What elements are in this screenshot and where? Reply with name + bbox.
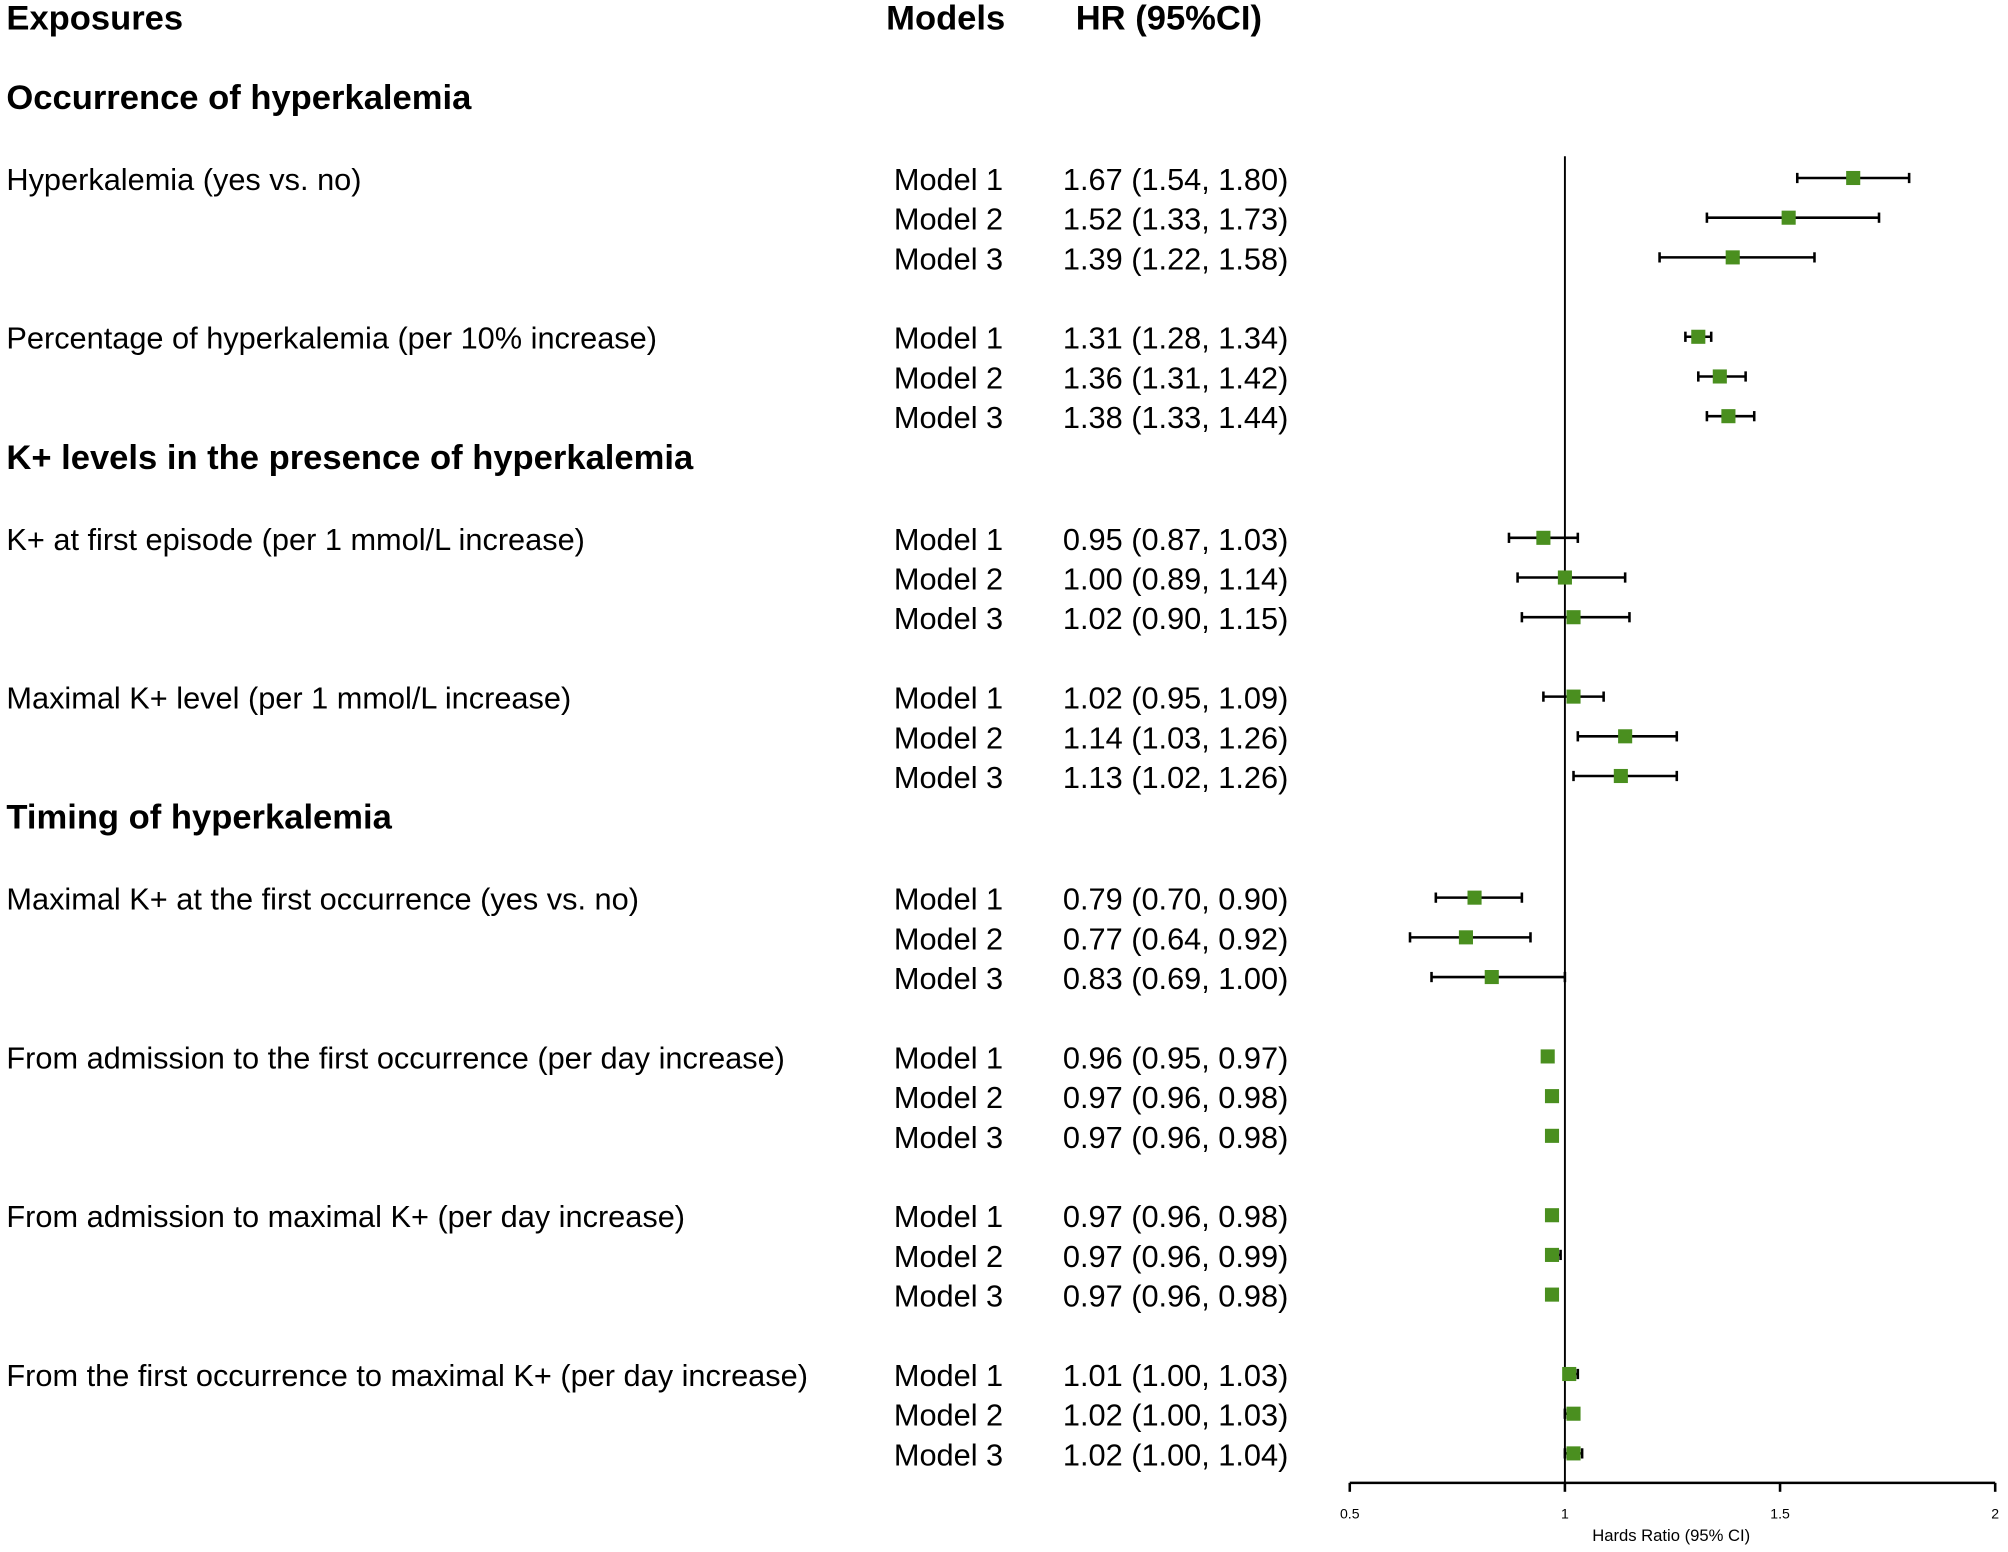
hr-text: 0.77 (0.64, 0.92) [1063,921,1288,956]
model-name: Model 1 [894,522,1003,557]
point-estimate [1781,210,1796,225]
hr-text: 1.39 (1.22, 1.58) [1063,241,1288,276]
model-name: Model 1 [894,321,1003,356]
hr-text: 1.01 (1.00, 1.03) [1063,1358,1288,1393]
point-estimate [1544,1287,1560,1302]
point-estimate [1540,1049,1555,1064]
hr-text: 0.83 (0.69, 1.00) [1063,961,1288,996]
exposure-label: K+ at first episode (per 1 mmol/L increa… [6,522,585,557]
model-name: Model 3 [894,1120,1003,1155]
point-estimate [1544,1208,1560,1223]
hr-text: 0.79 (0.70, 0.90) [1063,882,1288,917]
exposure-label: From the first occurrence to maximal K+ … [6,1358,808,1393]
hr-text: 1.02 (0.90, 1.15) [1063,601,1288,636]
hr-text: 0.97 (0.96, 0.98) [1063,1279,1288,1314]
model-name: Model 2 [894,1398,1003,1433]
point-estimate [1566,610,1581,625]
model-name: Model 3 [894,1279,1003,1314]
hr-text: 0.97 (0.96, 0.98) [1063,1120,1288,1155]
exposure-label: From admission to the first occurrence (… [6,1040,785,1075]
model-name: Model 3 [894,961,1003,996]
model-name: Model 3 [894,241,1003,276]
hr-text: 1.67 (1.54, 1.80) [1063,162,1288,197]
hr-text: 1.38 (1.33, 1.44) [1063,400,1288,435]
hr-text: 0.97 (0.96, 0.99) [1063,1239,1288,1274]
hr-text: 0.96 (0.95, 0.97) [1063,1040,1288,1075]
point-estimate [1544,1247,1560,1262]
point-estimate [1467,890,1482,905]
hr-text: 1.31 (1.28, 1.34) [1063,321,1288,356]
point-estimate [1721,409,1736,424]
hr-text: 0.97 (0.96, 0.98) [1063,1080,1288,1115]
x-axis-label: Hards Ratio (95% CI) [1592,1526,1750,1545]
hr-text: 1.00 (0.89, 1.14) [1063,561,1288,596]
header-exposures: Exposures [6,0,183,38]
model-name: Model 1 [894,882,1003,917]
hr-text: 0.97 (0.96, 0.98) [1063,1199,1288,1234]
x-tick-label: 2 [1991,1506,1999,1522]
point-estimate [1566,1406,1581,1421]
point-estimate [1557,570,1572,585]
model-name: Model 1 [894,1040,1003,1075]
point-estimate [1712,369,1727,384]
point-estimate [1544,1089,1560,1104]
exposure-label: Hyperkalemia (yes vs. no) [6,162,361,197]
model-name: Model 1 [894,1199,1003,1234]
model-name: Model 1 [894,162,1003,197]
point-estimate [1846,170,1861,186]
point-estimate [1536,530,1551,545]
header-models: Models [886,0,1005,38]
point-estimate [1613,768,1628,784]
model-name: Model 2 [894,561,1003,596]
model-name: Model 2 [894,1080,1003,1115]
point-estimate [1566,689,1581,704]
point-estimate [1725,250,1740,265]
hr-text: 0.95 (0.87, 1.03) [1063,522,1288,557]
exposure-label: Percentage of hyperkalemia (per 10% incr… [6,321,657,356]
point-estimate [1484,970,1499,985]
model-name: Model 2 [894,720,1003,755]
exposure-label: Maximal K+ at the first occurrence (yes … [6,882,639,917]
point-estimate [1562,1366,1577,1382]
x-tick-label: 1 [1561,1506,1569,1522]
model-name: Model 2 [894,202,1003,237]
model-name: Model 2 [894,921,1003,956]
point-estimate [1691,329,1706,344]
hr-text: 1.02 (0.95, 1.09) [1063,681,1288,716]
section-title: K+ levels in the presence of hyperkalemi… [6,439,694,477]
model-name: Model 1 [894,1358,1003,1393]
model-name: Model 2 [894,360,1003,395]
model-name: Model 3 [894,400,1003,435]
x-tick-label: 0.5 [1340,1506,1360,1522]
point-estimate [1618,729,1633,744]
section-title: Occurrence of hyperkalemia [6,79,472,117]
exposure-label: Maximal K+ level (per 1 mmol/L increase) [6,681,571,716]
point-estimate [1566,1446,1581,1461]
model-name: Model 1 [894,681,1003,716]
model-name: Model 3 [894,601,1003,636]
model-name: Model 2 [894,1239,1003,1274]
hr-text: 1.52 (1.33, 1.73) [1063,202,1288,237]
model-name: Model 3 [894,1437,1003,1472]
section-title: Timing of hyperkalemia [6,799,392,837]
hr-text: 1.14 (1.03, 1.26) [1063,720,1288,755]
hr-text: 1.02 (1.00, 1.04) [1063,1437,1288,1472]
exposure-label: From admission to maximal K+ (per day in… [6,1199,685,1234]
point-estimate [1544,1128,1560,1143]
hr-text: 1.13 (1.02, 1.26) [1063,760,1288,795]
hr-text: 1.02 (1.00, 1.03) [1063,1398,1288,1433]
hr-text: 1.36 (1.31, 1.42) [1063,360,1288,395]
x-tick-label: 1.5 [1770,1506,1790,1522]
model-name: Model 3 [894,760,1003,795]
header-hr: HR (95%CI) [1076,0,1262,38]
point-estimate [1458,930,1473,945]
